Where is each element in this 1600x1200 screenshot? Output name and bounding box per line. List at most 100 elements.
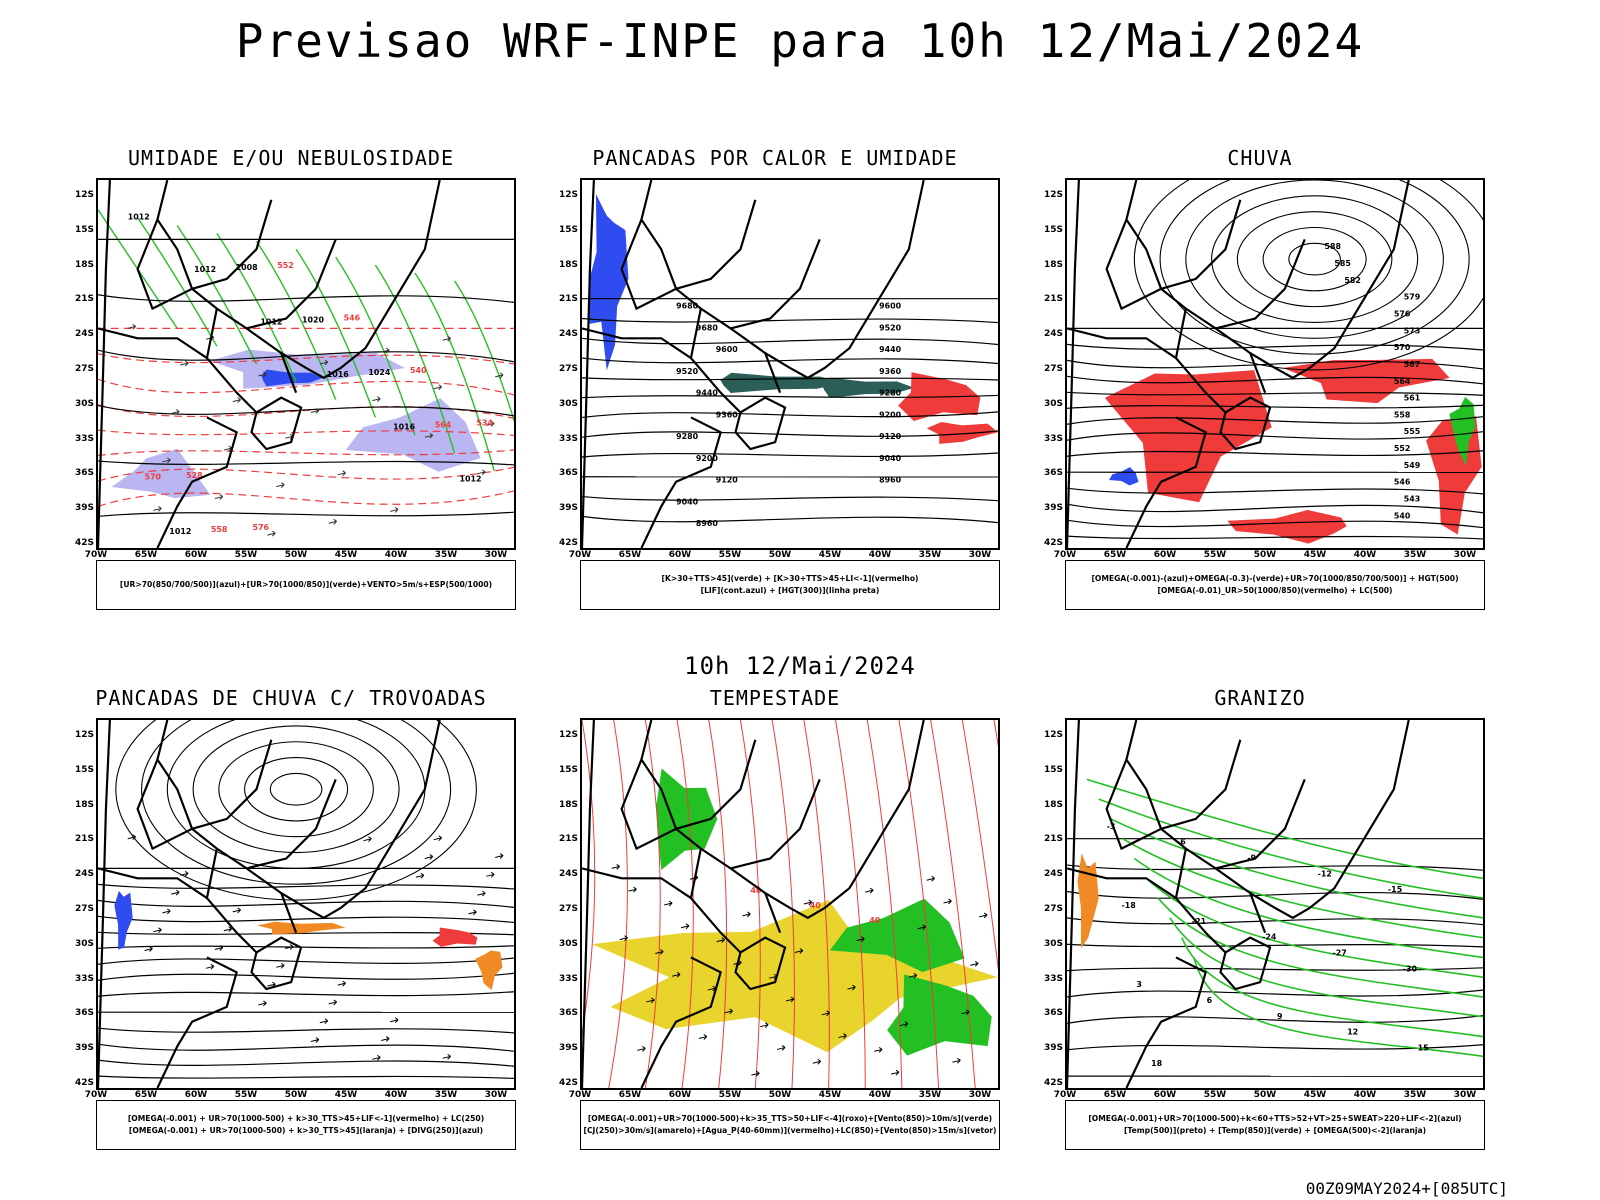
panel-chuva: CHUVA 588 585 582 579 576 573 570 567 564 561 558 55… <box>1025 146 1495 616</box>
lon-tick-label: 30W <box>1453 550 1477 560</box>
streamline-850 <box>582 720 596 1037</box>
lc250-streamline <box>218 741 374 838</box>
legend-line: [CJ(250)>30m/s](amarelo)+[Agua_P(40-60mm… <box>583 1126 997 1135</box>
lat-tick-label: 33S <box>558 433 578 444</box>
lat-tick-label: 24S <box>558 869 578 880</box>
lon-tick-label: 70W <box>84 550 108 560</box>
streamline <box>1067 535 1483 540</box>
lat-tick-label: 15S <box>74 224 94 235</box>
streamline-850 <box>676 720 694 1088</box>
lat-tick-label: 12S <box>1043 730 1063 740</box>
map-canvas: -3 -6 -9 -12 -15 -18 -21 -24 -27 -30 3 6 9 12 15 18 <box>1067 720 1483 1088</box>
lat-tick-label: 36S <box>1043 1008 1063 1019</box>
contour-label: 3 <box>1136 980 1142 989</box>
lat-tick-label: 15S <box>1043 764 1063 775</box>
contour-label: 9280 <box>879 389 902 398</box>
wind-vector <box>716 937 725 943</box>
streamline-850 <box>708 720 728 1088</box>
hgt500-contour <box>1159 180 1470 355</box>
lc250-streamline <box>244 757 349 822</box>
contour-label: 9520 <box>676 367 699 376</box>
streamline-arrow <box>223 926 233 933</box>
lat-tick-label: 24S <box>74 869 94 880</box>
lat-tick-label: 30S <box>74 938 94 949</box>
streamline-arrow <box>127 834 136 841</box>
contour-label: 9200 <box>696 454 719 463</box>
lat-tick-label: 12S <box>1043 190 1063 200</box>
lon-tick-label: 65W <box>134 1090 158 1100</box>
lon-tick-label: 35W <box>434 550 458 560</box>
streamline-arrow <box>258 1000 267 1007</box>
border-line <box>640 180 925 380</box>
lat-tick-label: 21S <box>74 294 94 305</box>
main-title: Previsao WRF-INPE para 10h 12/Mai/2024 <box>235 14 1365 68</box>
lc250-streamline <box>98 1059 514 1067</box>
contour-label: -15 <box>1388 885 1402 894</box>
wind-vector <box>433 384 443 391</box>
lc250-streamline <box>98 915 514 924</box>
wind-vector <box>926 875 935 882</box>
wind-vector <box>646 997 655 1004</box>
lon-tick-label: 45W <box>1303 550 1327 560</box>
lon-tick-label: 60W <box>668 550 692 560</box>
humidity-contour-green <box>453 280 514 423</box>
border-line <box>582 720 595 1088</box>
wind-vector <box>821 1010 830 1017</box>
streamline-arrow <box>153 927 162 934</box>
lon-tick-label: 55W <box>718 550 742 560</box>
temp850-contour <box>1181 937 1483 1038</box>
lon-tick-label: 50W <box>768 1090 792 1100</box>
contour-label: -21 <box>1192 917 1206 926</box>
contour-label: 543 <box>1404 495 1421 504</box>
hgt300-contour <box>582 495 998 502</box>
humidity-area-blue <box>345 398 481 472</box>
lon-tick-label: 55W <box>1203 1090 1227 1100</box>
lat-tick-label: 36S <box>1043 468 1063 479</box>
lon-tick-label: 70W <box>84 1090 108 1100</box>
temp500-contour <box>1067 943 1483 948</box>
wind-vector <box>777 1045 786 1051</box>
hgt300-contour <box>582 394 998 399</box>
panel-pancadas-calor: PANCADAS POR CALOR E UMIDADE 9680 9680 9600… <box>540 146 1010 616</box>
streamline-arrow <box>144 946 153 952</box>
border-line <box>620 219 677 311</box>
wind-vector <box>655 949 664 955</box>
contour-label: 528 <box>186 471 203 480</box>
thickness-line <box>98 449 514 457</box>
wind-vector <box>381 347 390 354</box>
streamline-arrow <box>495 853 504 859</box>
lon-tick-label: 50W <box>284 550 308 560</box>
lat-tick-label: 36S <box>558 468 578 479</box>
hgt500-contour <box>1236 211 1393 308</box>
contour-label: 9120 <box>879 432 902 441</box>
lat-tick-label: 36S <box>74 1008 94 1019</box>
lon-tick-label: 30W <box>968 1090 992 1100</box>
panel-granizo: GRANIZO -3 -6 -9 -12 -15 -18 -21 -24 -27 -30 3 6 9 12 1… <box>1025 686 1495 1156</box>
lon-tick-label: 30W <box>968 550 992 560</box>
contour-label: 576 <box>253 523 270 532</box>
wind-vector <box>672 971 681 978</box>
border-line <box>640 956 722 1088</box>
wind850-area-green <box>656 768 718 870</box>
border-line <box>675 739 757 830</box>
contour-label: 9680 <box>696 323 719 332</box>
lon-tick-label: 35W <box>918 550 942 560</box>
streamline-850 <box>930 720 976 1088</box>
wind-vector <box>970 960 979 967</box>
lon-tick-label: 45W <box>334 1090 358 1100</box>
lon-tick-label: 35W <box>434 1090 458 1100</box>
border-line <box>1125 720 1410 920</box>
contour-label: 570 <box>1394 343 1411 352</box>
border-line <box>1249 352 1267 394</box>
lat-tick-label: 39S <box>1043 1043 1063 1054</box>
streamline-arrow <box>381 1036 390 1042</box>
legend-line: [LIF](cont.azul) + [HGT(300)](linha pret… <box>700 586 880 595</box>
contour-label: 9040 <box>879 454 902 463</box>
streamline-arrow <box>415 872 425 879</box>
streamline-850 <box>739 720 761 1088</box>
map-frame: 1012 1012 1012 1016 1016 1012 1012 1008 1020 1024… <box>96 178 516 550</box>
contour-label: 40 <box>750 886 762 895</box>
streamline <box>1067 450 1483 457</box>
lc250-streamline <box>98 945 514 949</box>
wind850-area-green <box>887 974 992 1056</box>
